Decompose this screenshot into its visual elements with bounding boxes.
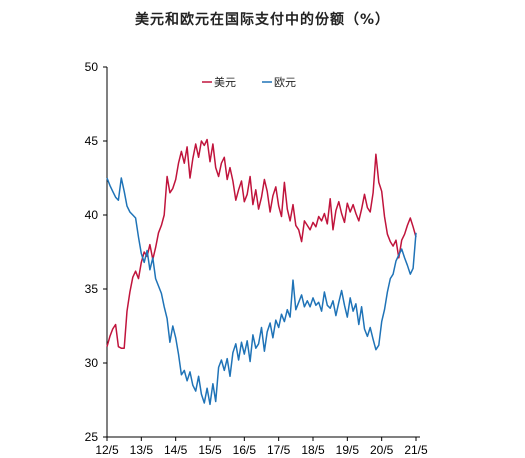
legend: 美元 欧元: [202, 76, 296, 89]
y-tick-label: 45: [85, 134, 99, 148]
x-tick-label: 14/5: [164, 443, 188, 457]
series-line-eur: [106, 177, 417, 406]
y-tick-label: 40: [85, 208, 99, 222]
axes: 25 30 35 40 45 50 12/5 13/5 14/5 15/5 16/5 17/5 18/5…: [85, 60, 428, 457]
x-tick-label: 19/5: [336, 443, 360, 457]
series-lines: [106, 138, 417, 406]
legend-label-usd: 美元: [214, 76, 236, 89]
x-tick-label: 13/5: [130, 443, 154, 457]
legend-label-eur: 欧元: [274, 76, 296, 89]
y-tick-label: 30: [85, 356, 99, 370]
x-tick-label: 15/5: [198, 443, 222, 457]
x-tick-label: 21/5: [404, 443, 428, 457]
y-tick-label: 35: [85, 282, 99, 296]
series-line-usd: [106, 138, 417, 349]
y-tick-label: 50: [85, 60, 99, 74]
x-tick-label: 20/5: [370, 443, 394, 457]
x-tick-label: 18/5: [301, 443, 325, 457]
x-tick-label: 16/5: [233, 443, 257, 457]
chart-title: 美元和欧元在国际支付中的份额（%）: [134, 12, 391, 28]
x-tick-label: 12/5: [95, 443, 119, 457]
x-tick-label: 17/5: [267, 443, 291, 457]
y-tick-label: 25: [85, 430, 99, 444]
